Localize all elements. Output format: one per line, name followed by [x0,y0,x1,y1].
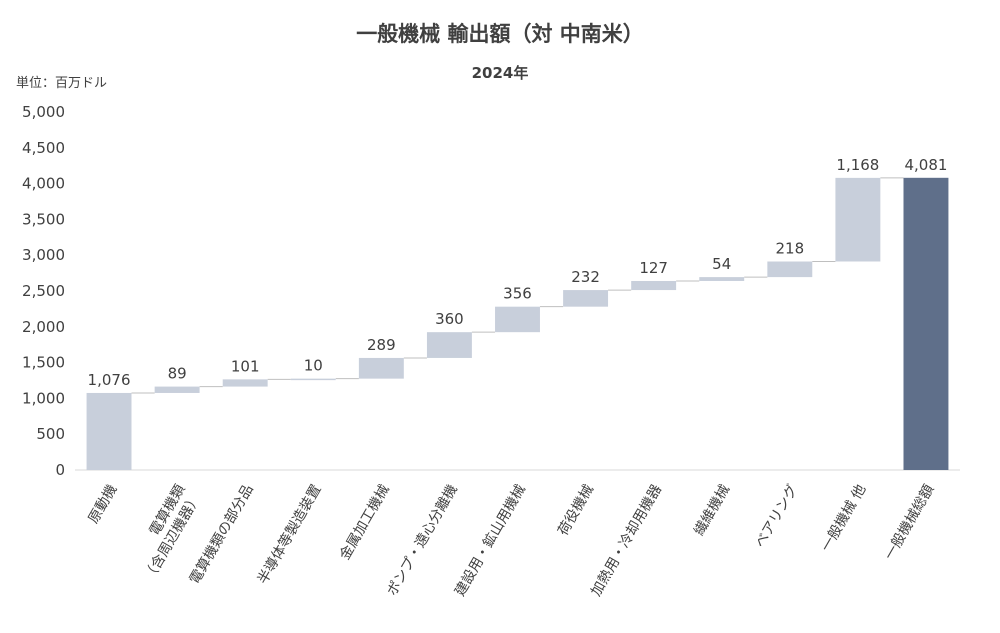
connector-layer [131,177,904,394]
data-label: 54 [712,255,731,273]
data-label: 232 [571,268,600,286]
y-tick-label: 2,000 [22,318,65,336]
increment-bar [154,386,200,393]
increment-bar [86,392,132,470]
category-label: 金属加工機械 [337,482,393,563]
y-tick-label: 3,000 [22,246,65,264]
category-label-line: ポンプ・遠心分離機 [383,482,461,599]
category-label-line: 繊維機械 [691,482,733,538]
label-layer: 1,076 89 101 10 289 360 356 232 127 54 218 1,168 4,0… [88,156,948,389]
category-label-line: 建設用・鉱山用機械 [451,482,529,600]
y-tick-label: 3,500 [22,210,65,228]
category-label-line: 加熱用・冷却用機器 [588,482,665,599]
data-label: 10 [304,357,323,375]
category-label: 一般機械総額 [882,482,938,563]
category-label: 原動機 [86,482,121,526]
increment-bar [222,379,268,387]
data-label: 127 [639,259,668,277]
category-label: 建設用・鉱山用機械 [451,482,529,600]
increment-bar [495,306,540,333]
increment-bar [426,332,472,358]
category-label: 加熱用・冷却用機器 [588,482,665,599]
category-label: 半導体等製造装置 [254,482,325,587]
category-label-line: 荷役機械 [555,482,597,538]
chart-title: 一般機械 輸出額（対 中南米） [356,22,644,46]
data-label: 289 [367,336,396,354]
data-label: 89 [168,365,187,383]
category-label: 一般機械 他 [818,482,869,554]
total-bar [903,177,949,470]
y-tick-label: 4,500 [22,139,65,157]
increment-bar [563,290,609,307]
data-label: 356 [503,285,532,303]
increment-bar [631,280,677,291]
data-label: 218 [775,240,804,258]
data-label: 360 [435,310,464,328]
increment-bar [835,177,881,262]
axis-layer: 0 500 1,000 1,500 2,000 2,500 3,000 3,500 4,000 4… [22,103,960,479]
category-label: ポンプ・遠心分離機 [383,482,461,599]
category-label-line: 原動機 [86,482,121,526]
category-label: 荷役機械 [555,482,597,538]
increment-bar [699,277,745,281]
category-label: ベアリング [752,482,801,551]
y-tick-label: 1,500 [22,354,65,372]
category-label-line: 金属加工機械 [337,482,393,563]
increment-bar [358,357,404,379]
y-tick-label: 1,000 [22,389,65,407]
bar-layer [86,177,949,470]
y-tick-label: 4,000 [22,175,65,193]
data-label: 4,081 [904,156,947,174]
data-label: 1,168 [836,156,879,174]
y-tick-label: 500 [36,425,65,443]
unit-label: 単位：百万ドル [16,76,108,91]
category-label-line: 一般機械 他 [818,482,869,554]
y-tick-label: 5,000 [22,103,65,121]
increment-bar [767,261,813,278]
category-label: 繊維機械 [691,482,733,538]
y-tick-label: 2,500 [22,282,65,300]
data-label: 101 [231,357,260,375]
category-label-line: ベアリング [752,482,801,551]
increment-bar [290,378,336,381]
chart-subtitle: 2024年 [471,64,529,82]
category-label-line: 一般機械総額 [882,482,938,563]
y-tick-label: 0 [55,461,65,479]
data-label: 1,076 [88,371,131,389]
category-label-line: 半導体等製造装置 [254,482,325,587]
